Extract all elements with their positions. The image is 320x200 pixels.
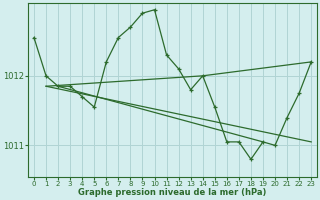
X-axis label: Graphe pression niveau de la mer (hPa): Graphe pression niveau de la mer (hPa) [78,188,267,197]
